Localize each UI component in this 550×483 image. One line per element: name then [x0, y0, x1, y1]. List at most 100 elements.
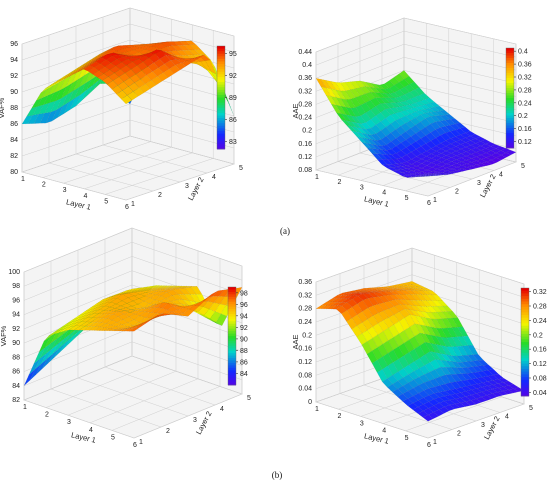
colorbar-tick-label: 92: [229, 73, 237, 80]
colorbar-segment: [521, 369, 529, 373]
y-tick-label: 4: [220, 406, 224, 413]
surface-patch: [48, 329, 61, 336]
surface-patch: [146, 303, 159, 309]
y-tick-label: 1: [433, 439, 437, 446]
x-tick-label: 3: [360, 184, 364, 191]
surface-patch: [429, 111, 441, 117]
colorbar-segment: [217, 102, 225, 106]
surface-patch: [461, 167, 473, 171]
surface-patch: [151, 42, 163, 45]
colorbar-segment: [521, 347, 529, 351]
surface-patch: [122, 293, 135, 298]
surface-patch: [117, 293, 130, 295]
surface-patch: [39, 111, 51, 124]
surface-patch: [45, 81, 57, 89]
surface-patch: [117, 81, 129, 91]
surface-patch: [374, 288, 385, 290]
colorbar-segment: [217, 48, 225, 52]
surface-patch: [486, 393, 498, 399]
surface-patch: [122, 316, 135, 323]
y-tick-label: 3: [193, 417, 197, 424]
surface-patch: [171, 45, 184, 51]
surface-patch: [440, 146, 452, 152]
surface-patch: [101, 54, 113, 61]
surface-patch: [390, 138, 402, 147]
surface-patch: [121, 51, 134, 56]
surface-patch: [59, 324, 72, 331]
surface-patch: [419, 342, 431, 355]
colorbar-segment: [228, 306, 236, 310]
colorbar-segment: [217, 128, 225, 132]
colorbar-tick-label: 95: [229, 51, 237, 58]
surface-patch: [394, 81, 405, 90]
surface-patch: [372, 312, 384, 324]
colorbar-segment: [217, 64, 225, 68]
surface-patch: [406, 286, 417, 290]
surface-patch: [134, 53, 146, 57]
colorbar-segment: [228, 321, 236, 325]
surface-patch: [87, 309, 100, 316]
surface-patch: [412, 392, 424, 401]
surface-patch: [475, 141, 487, 147]
surface-patch: [411, 169, 423, 174]
surface-patch: [445, 360, 457, 368]
grid-line: [23, 355, 243, 401]
surface-patch: [389, 76, 400, 86]
surface-patch: [446, 317, 458, 328]
surface-patch: [382, 353, 394, 366]
surface-patch: [423, 395, 435, 402]
z-tick-label: 90: [10, 89, 18, 96]
surface-patch: [446, 161, 458, 166]
surface-patch: [182, 309, 195, 317]
colorbar-segment: [217, 130, 225, 134]
surface-patch: [172, 288, 185, 295]
colorbar-segment: [228, 343, 236, 347]
surface-patch: [384, 288, 396, 291]
colorbar-tick-label: 0.32: [518, 75, 532, 82]
surface-patch: [129, 74, 141, 83]
surface-patch: [384, 80, 395, 89]
colorbar-segment: [217, 46, 225, 49]
surface-patch: [416, 285, 428, 289]
surface-patch: [357, 293, 369, 301]
colorbar-segment: [506, 53, 514, 56]
surface-patch: [146, 315, 159, 322]
surface-patch: [388, 337, 399, 351]
y-tick-label: 4: [212, 174, 216, 181]
surface-patch: [404, 304, 416, 311]
surface-patch: [423, 388, 435, 396]
surface-patch: [116, 90, 128, 100]
y-tick-label: 2: [455, 189, 459, 196]
colorbar-segment: [521, 293, 529, 297]
surface-patch: [111, 316, 124, 323]
colorbar-segment: [217, 115, 225, 119]
surface-patch: [401, 154, 412, 162]
surface-patch: [80, 317, 93, 323]
surface-patch: [422, 175, 433, 177]
colorbar-segment: [506, 98, 514, 101]
surface-patch: [116, 294, 129, 301]
surface-patch: [356, 322, 368, 334]
surface-patch: [396, 150, 407, 158]
z-tick-label: 0.16: [298, 141, 312, 148]
z-tick-label: 0.04: [298, 386, 312, 393]
z-axis-label: AAE: [291, 103, 300, 118]
surface-patch: [73, 65, 84, 73]
surface-patch: [431, 160, 442, 165]
surface-patch: [450, 373, 462, 382]
surface-patch: [99, 301, 112, 308]
surface-patch: [194, 49, 206, 55]
surface-patch: [477, 365, 489, 372]
surface-patch: [400, 139, 412, 148]
x-axis-label: Layer 1: [65, 197, 91, 211]
colorbar-segment: [228, 296, 236, 300]
surface-patch: [459, 126, 471, 134]
surface-patch: [431, 312, 443, 320]
surface-patch: [360, 112, 371, 123]
surface-patch: [407, 395, 419, 404]
surface-patch: [356, 136, 368, 144]
colorbar-segment: [506, 50, 514, 54]
colorbar-tick-label: 0.32: [533, 289, 547, 296]
colorbar-segment: [521, 371, 529, 375]
surface-patch: [434, 376, 446, 386]
